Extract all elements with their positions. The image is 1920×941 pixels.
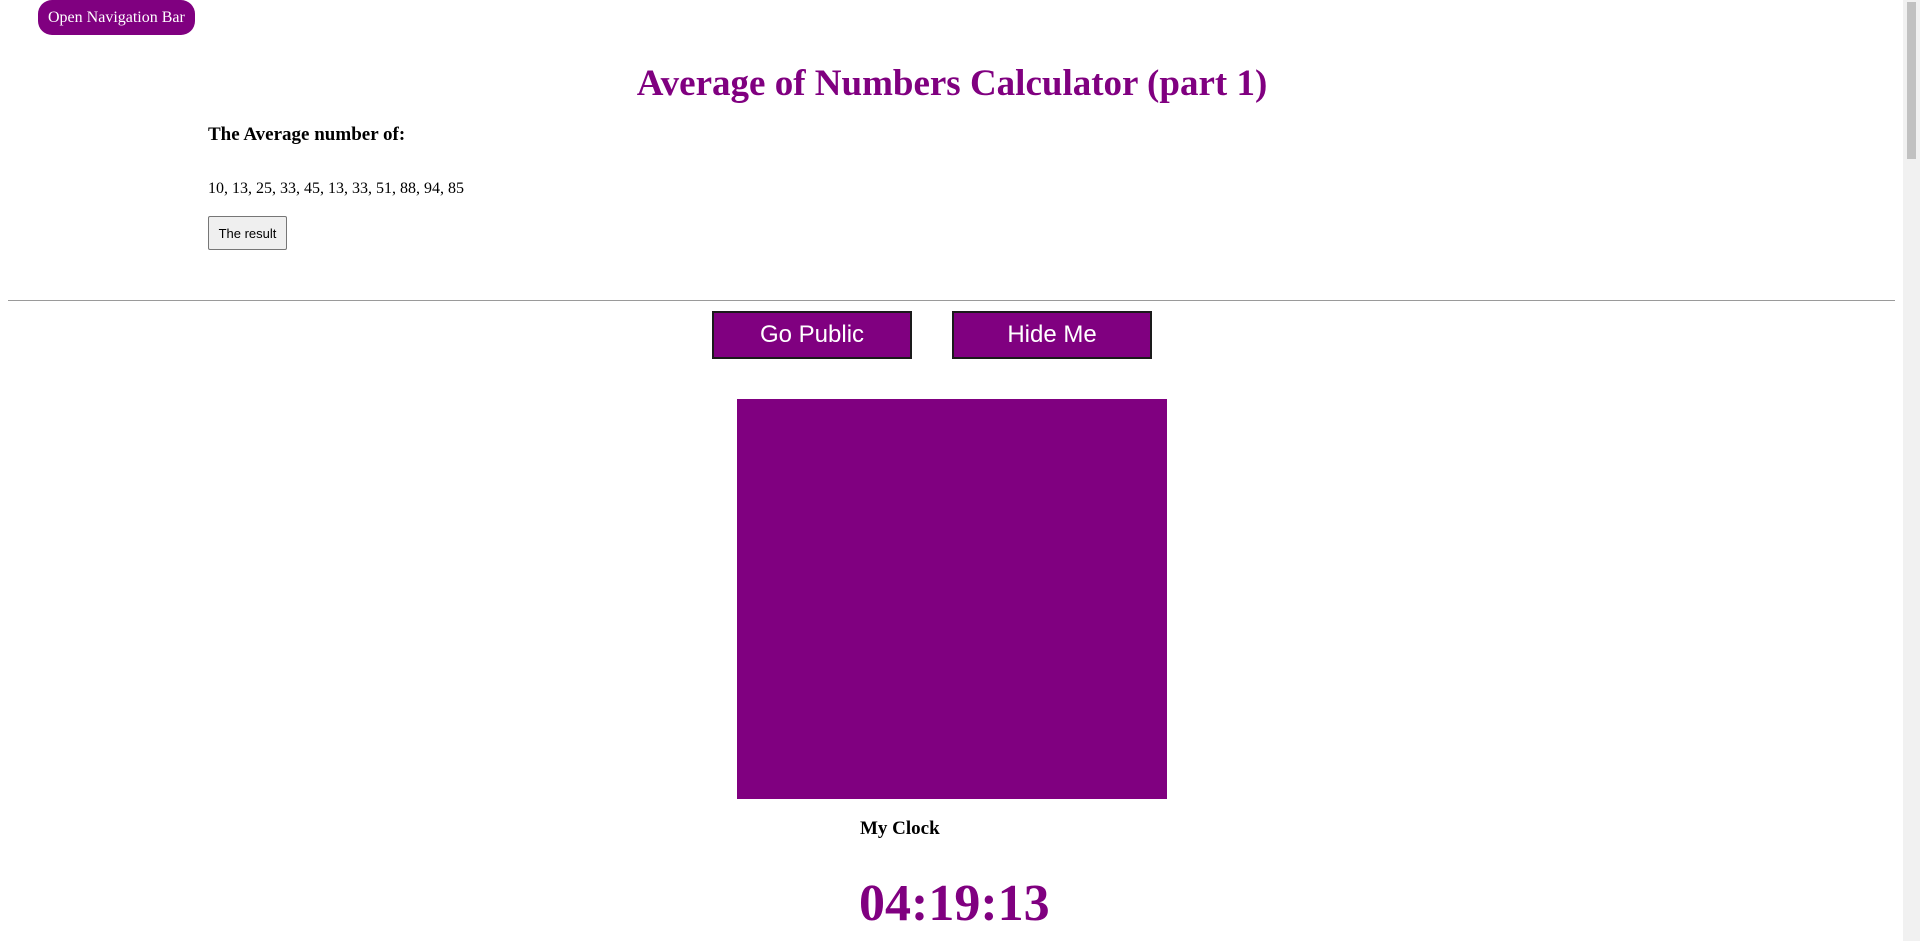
scrollbar-thumb[interactable] (1907, 2, 1916, 159)
page-title: Average of Numbers Calculator (part 1) (636, 63, 1268, 104)
average-subheading: The Average number of: (208, 124, 406, 145)
vertical-scrollbar[interactable] (1903, 0, 1920, 941)
numbers-list: 10, 13, 25, 33, 45, 13, 33, 51, 88, 94, … (208, 180, 464, 197)
section-divider (8, 300, 1895, 301)
clock-label: My Clock (860, 818, 940, 839)
clock-time: 04:19:13 (859, 875, 1050, 932)
go-public-button[interactable]: Go Public (712, 311, 912, 359)
open-navigation-bar-button[interactable]: Open Navigation Bar (38, 0, 195, 35)
purple-box (737, 399, 1167, 799)
result-button[interactable]: The result (208, 216, 287, 250)
hide-me-button[interactable]: Hide Me (952, 311, 1152, 359)
